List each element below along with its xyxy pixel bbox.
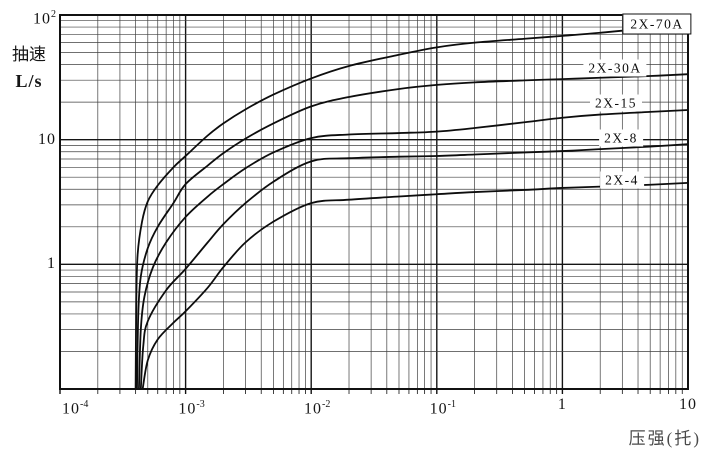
plot-frame: [59, 14, 689, 390]
curve-label-2x-15: 2X-15: [590, 94, 642, 112]
y-axis-title-line2: L/s: [15, 71, 43, 91]
curve-2x-70a: [134, 21, 689, 390]
curve-label-2x-8: 2X-8: [599, 129, 643, 147]
x-tick-0.01: 10-2: [304, 399, 331, 418]
y-tick-1: 1: [47, 255, 56, 273]
x-tick-1: 1: [557, 396, 567, 413]
x-tick-0.0001: 10-4: [62, 399, 89, 418]
curve-2x-30a: [136, 73, 689, 390]
curve-label-2x-4: 2X-4: [600, 171, 644, 189]
x-axis-title: 压强(托): [628, 429, 701, 448]
curve-label-2x-30a: 2X-30A: [583, 59, 647, 77]
y-axis-title-line1: 抽速: [12, 45, 46, 64]
y-axis-title: 抽速 L/s: [3, 42, 55, 94]
x-tick-0.1: 10-1: [429, 399, 456, 418]
curve-2x-8: [139, 143, 689, 390]
x-tick-0.001: 10-3: [178, 399, 205, 418]
x-tick-10: 10: [679, 396, 697, 413]
y-tick-102: 102: [33, 9, 56, 28]
curve-2x-15: [138, 109, 689, 390]
curve-2x-4: [141, 182, 689, 390]
y-tick-10: 10: [38, 130, 56, 148]
curve-label-2x-70a: 2X-70A: [622, 13, 692, 35]
